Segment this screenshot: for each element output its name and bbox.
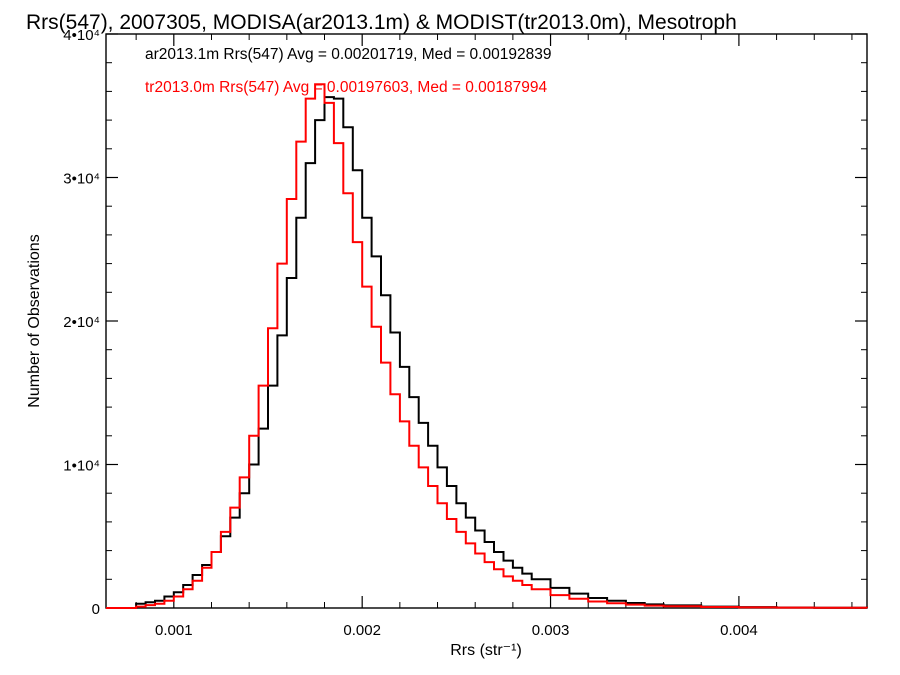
x-tick-label: 0.002 [343, 622, 381, 639]
x-tick-label: 0.001 [155, 622, 193, 639]
y-axis-label: Number of Observations [26, 234, 43, 407]
series-line-tr2013.0m [106, 83, 868, 609]
y-tick-label: 4•10⁴ [63, 27, 100, 44]
x-axis-ticks: 0.001 0.002 0.003 0.004 [135, 34, 853, 639]
y-tick-label: 0 [92, 601, 100, 618]
plot-frame [105, 33, 868, 609]
x-axis-label: Rrs (str⁻¹) [450, 642, 522, 659]
series-layer [106, 83, 868, 609]
chart-title: Rrs(547), 2007305, MODISA(ar2013.1m) & M… [26, 11, 737, 34]
y-tick-label: 1•10⁴ [63, 458, 100, 475]
x-tick-label: 0.004 [720, 622, 758, 639]
legend-entry-ar2013: ar2013.1m Rrs(547) Avg = 0.00201719, Med… [145, 46, 551, 63]
x-tick-label: 0.003 [532, 622, 570, 639]
y-axis-ticks: 0 1•10⁴ 2•10⁴ 3•10⁴ 4•10⁴ [63, 27, 867, 618]
y-tick-label: 2•10⁴ [63, 314, 100, 331]
legend-entry-tr2013: tr2013.0m Rrs(547) Avg = 0.00197603, Med… [145, 79, 548, 96]
y-tick-label: 3•10⁴ [63, 171, 100, 188]
